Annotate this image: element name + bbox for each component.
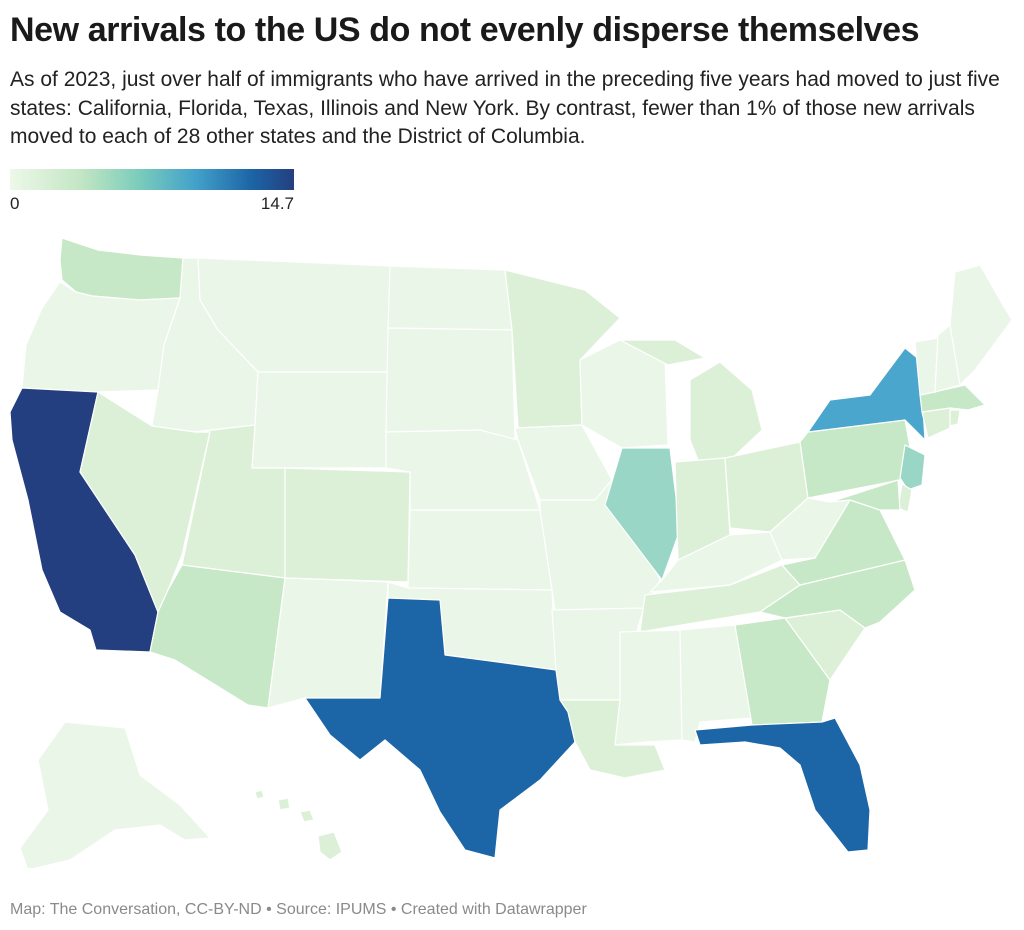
- state-north-dakota[interactable]: [387, 265, 513, 331]
- state-new-jersey[interactable]: [899, 444, 926, 491]
- state-south-dakota[interactable]: [385, 327, 516, 441]
- state-arizona[interactable]: [149, 564, 286, 709]
- legend-max-label: 14.7: [260, 194, 294, 213]
- state-hawaii[interactable]: [254, 789, 343, 861]
- legend-min-label: 0: [10, 194, 20, 213]
- state-georgia[interactable]: [734, 617, 831, 726]
- state-illinois[interactable]: [604, 447, 681, 581]
- chart-title: New arrivals to the US do not evenly dis…: [10, 11, 920, 49]
- state-michigan[interactable]: [619, 339, 763, 466]
- state-colorado[interactable]: [284, 467, 411, 583]
- state-florida[interactable]: [694, 717, 871, 853]
- source-credit: Map: The Conversation, CC-BY-ND • Source…: [10, 901, 587, 918]
- state-alaska[interactable]: [19, 721, 211, 868]
- state-mississippi[interactable]: [614, 629, 683, 746]
- state-new-mexico[interactable]: [267, 577, 389, 709]
- chart-subtitle: As of 2023, just over half of immigrants…: [10, 68, 1000, 148]
- state-maine[interactable]: [949, 264, 1013, 386]
- state-texas[interactable]: [304, 597, 576, 859]
- state-maryland[interactable]: [829, 479, 901, 511]
- us-choropleth-map: [9, 237, 1013, 868]
- state-connecticut[interactable]: [921, 407, 951, 439]
- state-nevada[interactable]: [79, 391, 211, 613]
- state-rhode-island[interactable]: [949, 409, 961, 427]
- state-new-york[interactable]: [807, 347, 926, 441]
- state-washington[interactable]: [59, 237, 184, 301]
- color-legend: 0 14.7: [10, 169, 294, 215]
- state-kansas[interactable]: [407, 509, 553, 591]
- legend-gradient-bar: [10, 169, 294, 190]
- state-wyoming[interactable]: [251, 371, 389, 469]
